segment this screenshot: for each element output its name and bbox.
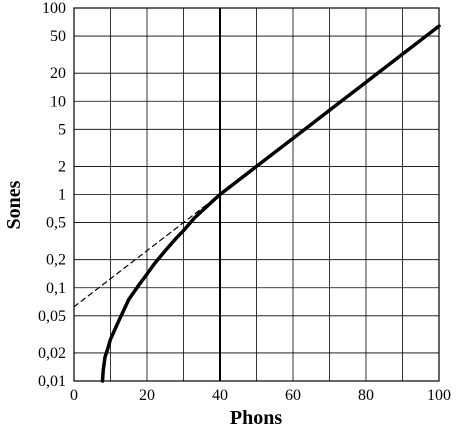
y-tick-label: 2 (58, 158, 66, 175)
y-tick-label: 1 (58, 187, 66, 204)
x-tick-labels: 0 20 40 60 80 100 (70, 387, 451, 404)
y-tick-label: 0,01 (38, 373, 66, 390)
x-tick-label: 0 (70, 387, 78, 404)
y-tick-label: 50 (50, 28, 66, 45)
y-tick-label: 0,02 (38, 345, 66, 362)
y-tick-label: 100 (42, 0, 66, 17)
x-tick-label: 80 (358, 387, 374, 404)
y-tick-label: 20 (50, 65, 66, 82)
dashed-extrapolation-line (73, 193, 221, 308)
loudness-curve (100, 24, 441, 383)
y-tick-label: 0,5 (46, 215, 66, 232)
y-tick-label: 0,2 (46, 252, 66, 269)
y-tick-label: 5 (58, 121, 66, 138)
x-tick-label: 40 (212, 387, 228, 404)
series-group (73, 24, 441, 383)
x-tick-label: 60 (285, 387, 301, 404)
y-tick-label: 0,1 (46, 280, 66, 297)
y-axis-title: Sones (3, 180, 25, 229)
y-tick-label: 10 (50, 93, 66, 110)
y-tick-labels: 0,01 0,02 0,05 0,1 0,2 0,5 1 2 5 10 20 50 100 (38, 0, 66, 390)
y-tick-label: 0,05 (38, 308, 66, 325)
x-tick-label: 20 (139, 387, 155, 404)
x-tick-label: 100 (427, 387, 451, 404)
x-axis-title: Phons (230, 407, 282, 429)
plot-frame (73, 7, 440, 382)
